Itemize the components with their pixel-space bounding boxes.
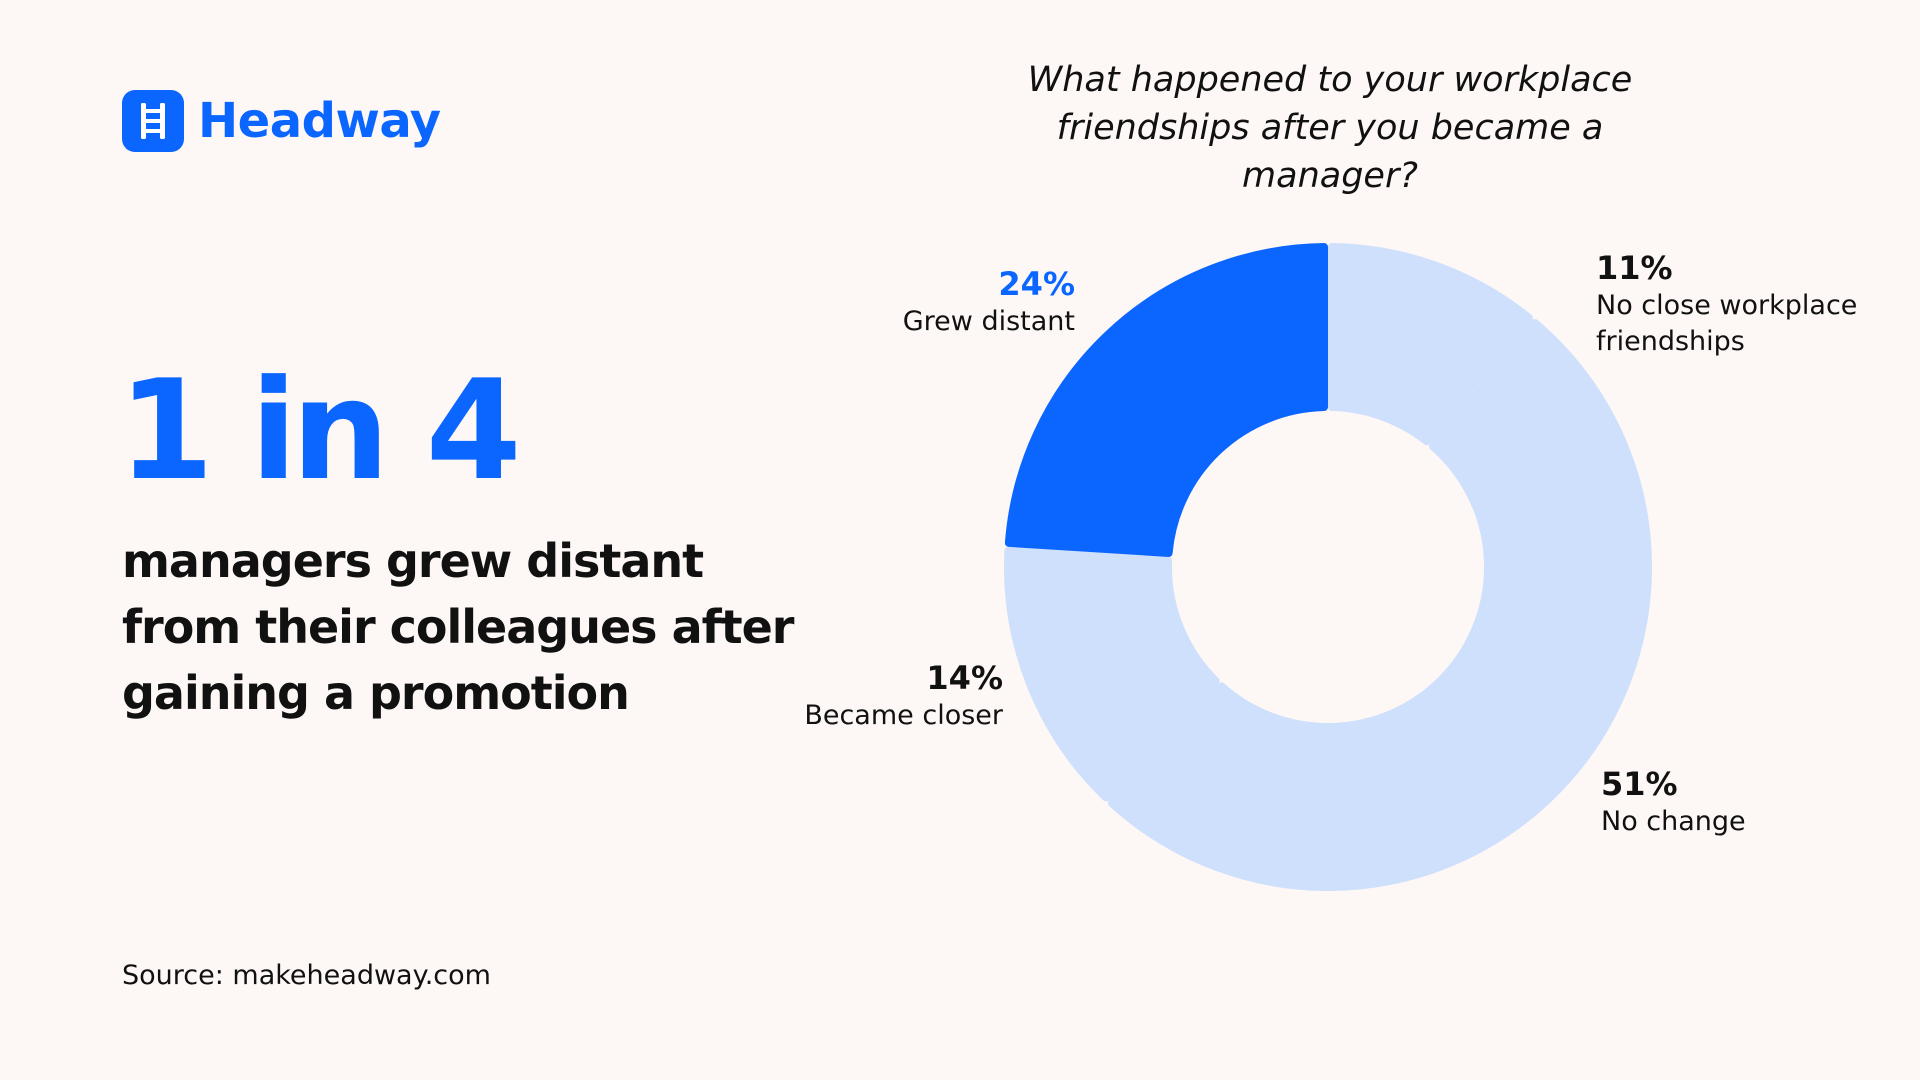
slice-value: 51% (1601, 765, 1678, 803)
slice-label-no-change: 51% No change (1601, 764, 1746, 840)
slice-name: No close workplace friendships (1596, 290, 1858, 357)
brand-logo: Headway (122, 90, 441, 152)
ladder-icon (122, 90, 184, 152)
slice-name: Became closer (804, 700, 1003, 731)
slice-label-no-friendships: 11% No close workplace friendships (1596, 248, 1896, 360)
slice-label-grew-distant: 24% Grew distant (903, 264, 1075, 340)
chart-title: What happened to your workplace friendsh… (1027, 60, 1633, 196)
source-note: Source: makeheadway.com (122, 960, 491, 991)
donut-slice-no-change (1107, 319, 1653, 892)
brand-name: Headway (198, 93, 441, 149)
headline-text: managers grew distant from their colleag… (122, 534, 795, 720)
headline-stat: 1 in 4 (118, 350, 522, 511)
slice-label-became-closer: 14% Became closer (804, 658, 1003, 734)
slice-name: Grew distant (902, 306, 1075, 337)
slice-name: No change (1601, 806, 1746, 837)
donut-slice-grew-distant (1004, 243, 1328, 557)
slice-value: 24% (998, 265, 1075, 303)
donut-slice-became-closer (1004, 546, 1220, 802)
slice-value: 14% (926, 659, 1003, 697)
donut-slice-no-close-workplace-friendships (1328, 243, 1533, 446)
slice-value: 11% (1596, 249, 1673, 287)
